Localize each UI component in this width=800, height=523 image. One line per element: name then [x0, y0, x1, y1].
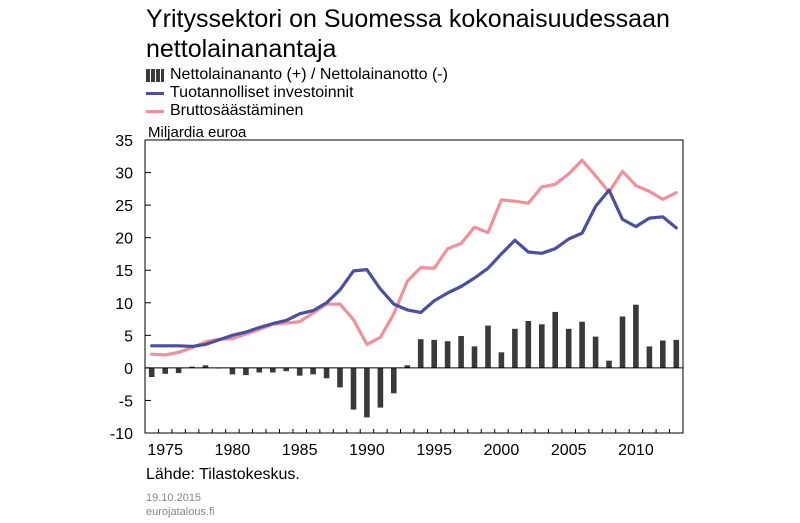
bar-1994 — [417, 339, 424, 368]
y-tick-label-35: 35 — [115, 133, 133, 150]
bar-1995 — [431, 339, 437, 368]
x-tick-label-2005: 2005 — [551, 442, 587, 459]
bar-1996 — [444, 341, 451, 368]
axes: -10 -5 0 5 10 15 20 25 30 35 1975 1980 1985 1990 1995 2… — [110, 133, 684, 459]
legend-item-savings: Bruttosäästäminen — [146, 102, 448, 120]
legend-item-bars: Nettolainananto (+) / Nettolainanotto (-… — [146, 66, 448, 84]
bar-2013 — [673, 339, 680, 368]
bar-1978 — [202, 365, 209, 368]
y-tick-label-10: 10 — [115, 296, 133, 313]
legend-label-investments: Tuotannolliset investoinnit — [170, 84, 354, 101]
y-tick-label--5: -5 — [119, 393, 133, 410]
bar-1976 — [175, 367, 182, 374]
bar-2010 — [633, 304, 639, 368]
y-tick-label-20: 20 — [115, 231, 133, 248]
legend-label-savings: Bruttosäästäminen — [170, 102, 304, 119]
bar-2004 — [552, 311, 558, 368]
bar-2006 — [579, 321, 585, 368]
bar-1982 — [256, 367, 263, 373]
bar-1998 — [471, 346, 478, 368]
publication-date: 19.10.2015 — [146, 492, 202, 504]
bar-2003 — [539, 324, 545, 368]
bar-1983 — [270, 367, 276, 373]
bar-1987 — [323, 367, 330, 379]
bar-2002 — [525, 321, 532, 368]
x-tick-label-1975: 1975 — [147, 442, 183, 459]
bar-1986 — [310, 367, 316, 375]
bar-1974 — [148, 367, 155, 377]
bar-1980 — [229, 367, 236, 375]
bar-1992 — [391, 367, 397, 394]
x-tick-label-2010: 2010 — [618, 442, 654, 459]
bar-1977 — [189, 366, 195, 368]
line-investments — [150, 188, 678, 348]
legend-swatch-bars — [146, 68, 164, 82]
x-tick-label-2000: 2000 — [484, 442, 520, 459]
bar-1984 — [283, 367, 289, 372]
x-tick-label-1990: 1990 — [349, 442, 385, 459]
bar-2005 — [565, 328, 572, 368]
bar-1997 — [458, 336, 464, 368]
y-tick-label--10: -10 — [110, 426, 133, 443]
bar-2007 — [592, 336, 599, 368]
y-tick-label-15: 15 — [115, 263, 133, 280]
y-tick-label-30: 30 — [115, 166, 133, 183]
bar-1990 — [364, 367, 370, 418]
x-tick-label-1995: 1995 — [416, 442, 452, 459]
bar-1991 — [377, 367, 384, 408]
source-note: Lähde: Tilastokeskus. — [146, 466, 300, 483]
legend: Nettolainananto (+) / Nettolainanotto (-… — [146, 66, 448, 120]
bar-1981 — [243, 367, 249, 376]
legend-swatch-investments — [146, 91, 164, 95]
line-savings — [150, 158, 678, 357]
bar-2001 — [512, 328, 518, 368]
bar-2008 — [606, 360, 612, 368]
y-tick-label-5: 5 — [124, 328, 133, 345]
site-name: eurojatalous.fi — [146, 506, 215, 518]
bar-2009 — [619, 316, 626, 368]
legend-swatch-savings — [146, 109, 164, 113]
bar-1985 — [296, 367, 303, 376]
bar-1988 — [337, 367, 343, 388]
bar-2000 — [498, 352, 505, 368]
unit-label: Miljardia euroa — [148, 124, 247, 141]
bar-2012 — [660, 340, 666, 368]
line-series — [150, 158, 678, 357]
bar-1993 — [404, 365, 411, 368]
y-tick-label-25: 25 — [115, 198, 133, 215]
bar-1989 — [350, 367, 357, 410]
bar-series — [148, 304, 680, 418]
y-tick-label-0: 0 — [124, 361, 133, 378]
legend-item-investments: Tuotannolliset investoinnit — [146, 84, 448, 102]
chart-title: Yrityssektori on Suomessa kokonaisuudess… — [146, 5, 670, 63]
bar-1999 — [485, 325, 491, 368]
bar-1975 — [162, 367, 168, 374]
x-tick-label-1980: 1980 — [215, 442, 251, 459]
legend-label-bars: Nettolainananto (+) / Nettolainanotto (-… — [170, 66, 448, 83]
x-tick-label-1985: 1985 — [282, 442, 318, 459]
bar-2011 — [646, 346, 653, 368]
